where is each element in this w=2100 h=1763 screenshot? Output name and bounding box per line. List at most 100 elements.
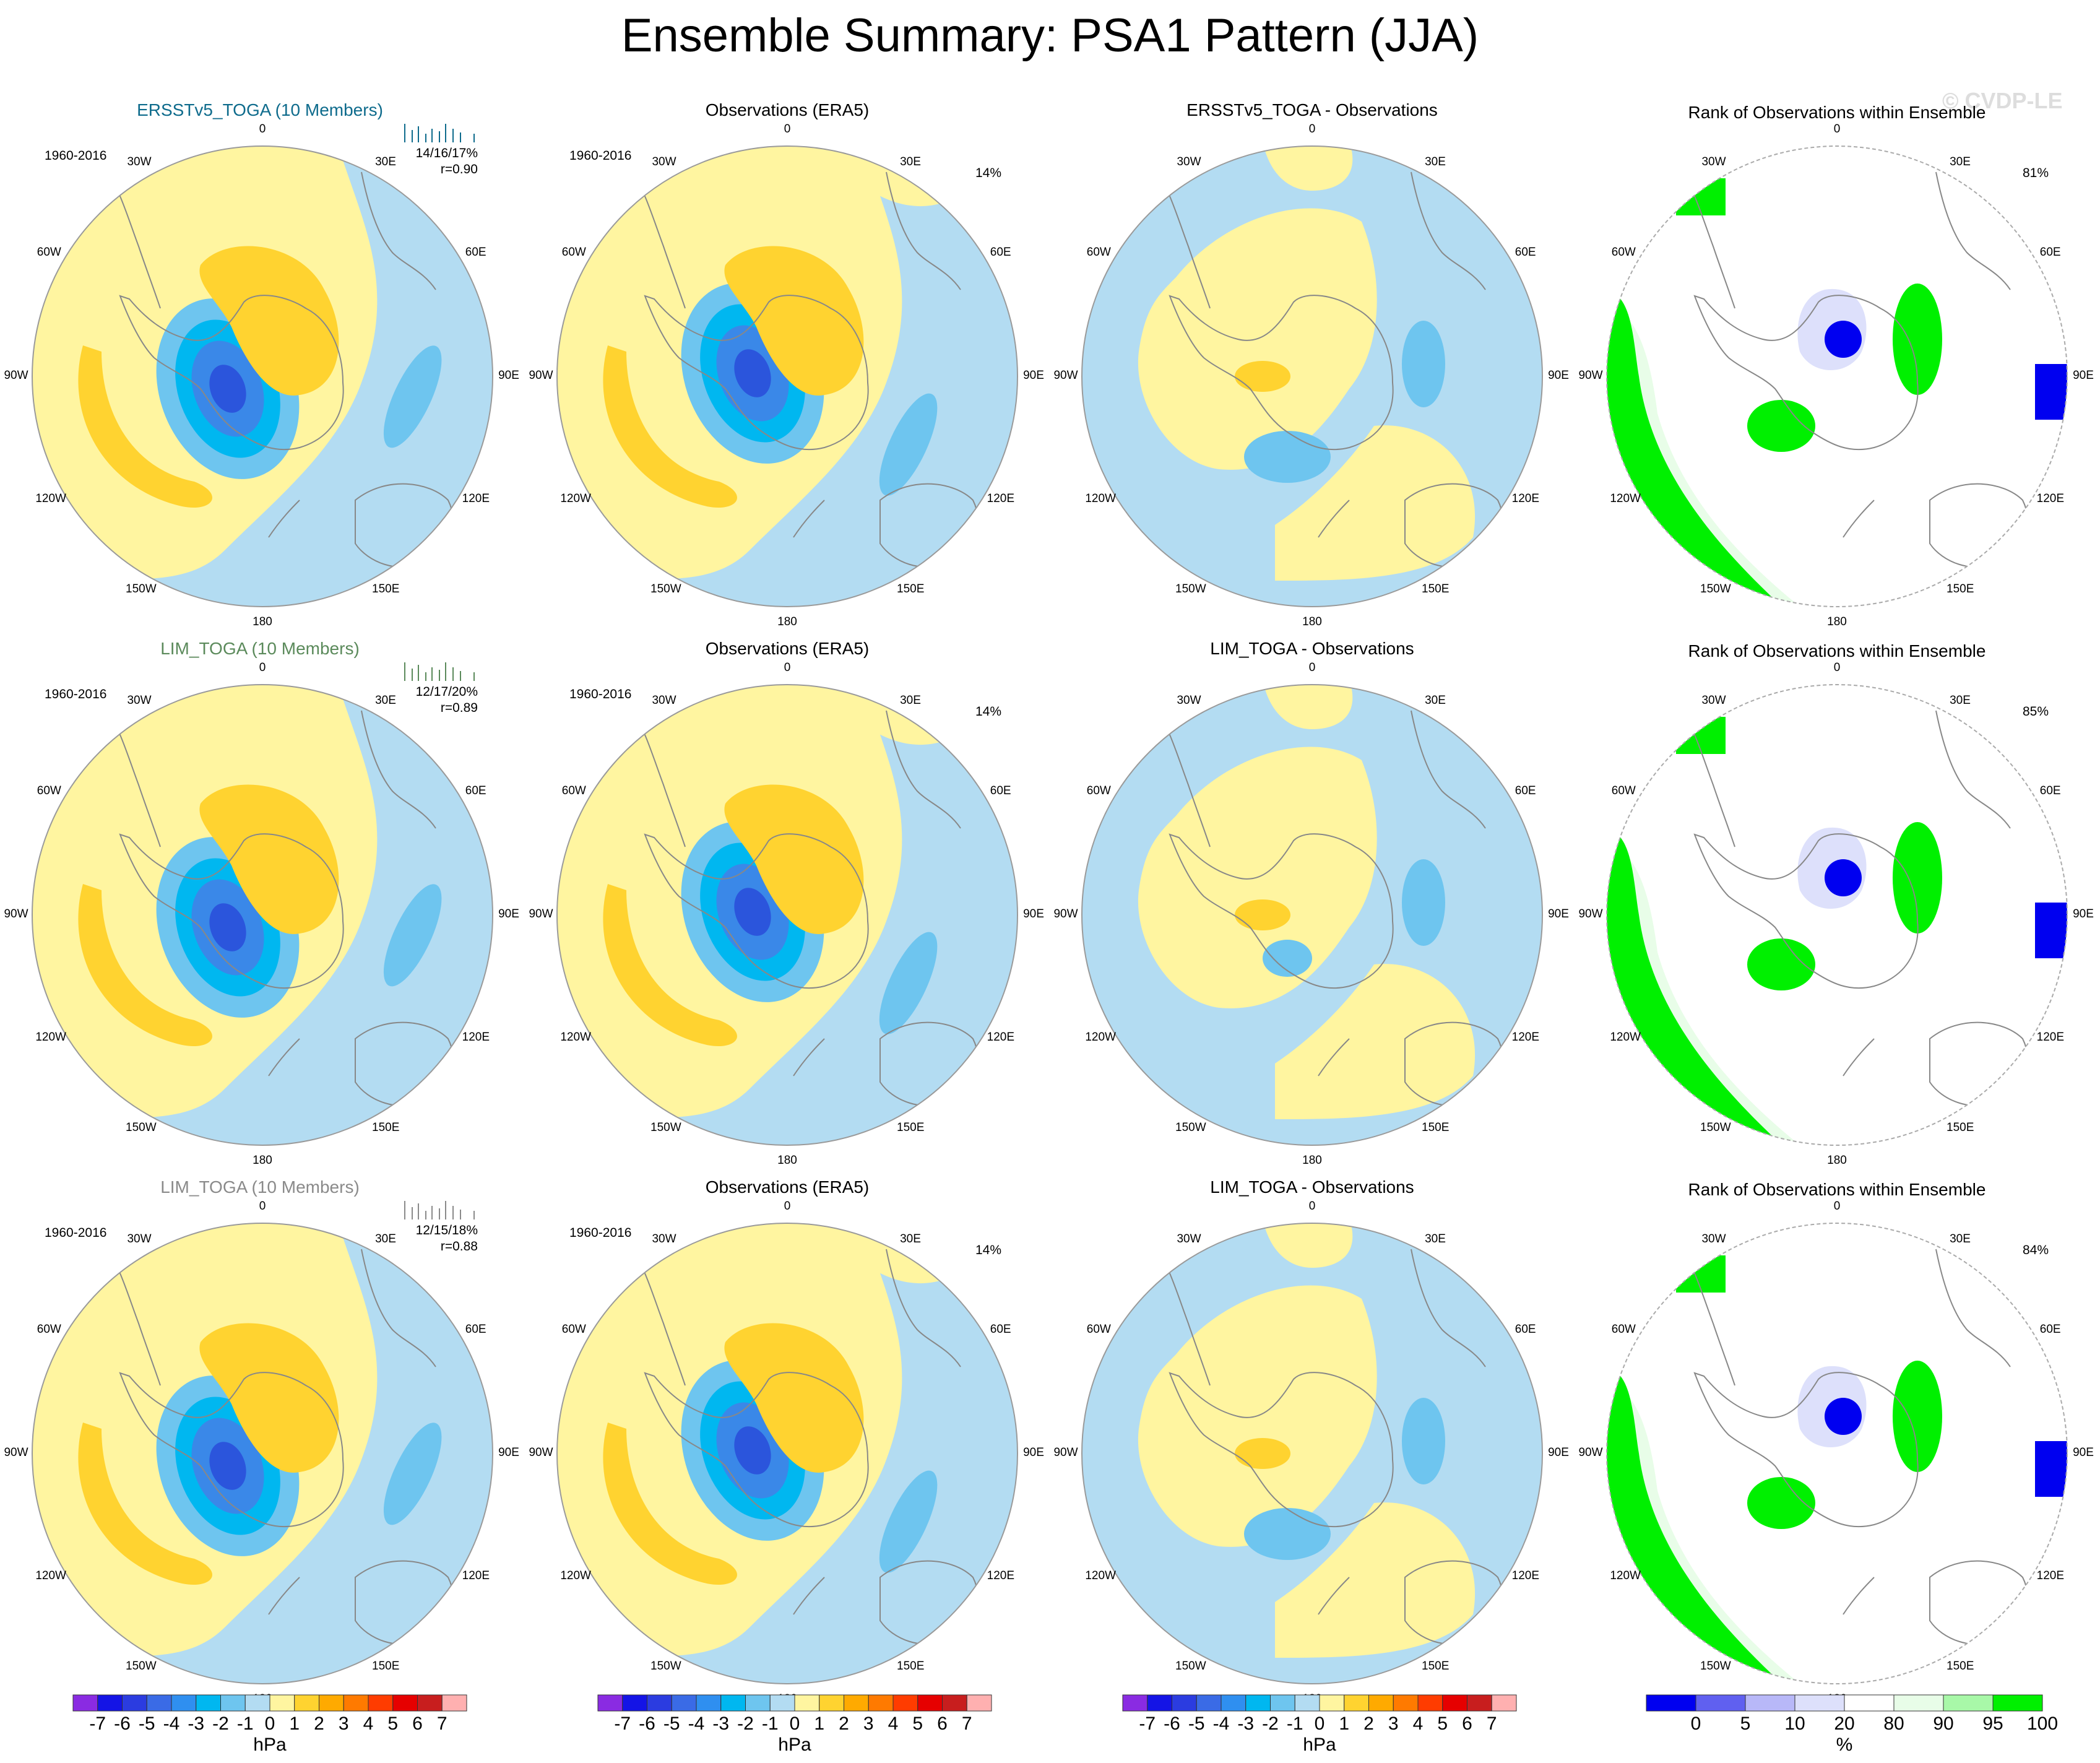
continent-outline [1318, 1038, 1350, 1076]
colorbar-swatch [1893, 1694, 1944, 1712]
longitude-label: 0 [784, 661, 791, 674]
longitude-label: 60E [2039, 1323, 2061, 1336]
longitude-label: 120W [1085, 492, 1116, 505]
longitude-label: 120E [987, 1031, 1015, 1044]
longitude-label: 180 [253, 1154, 272, 1167]
longitude-label: 150W [1175, 582, 1206, 596]
longitude-label: 120E [462, 1031, 490, 1044]
colorbar-swatch [122, 1694, 147, 1712]
longitude-label: 150E [1947, 1659, 1974, 1673]
map-border [556, 145, 1018, 607]
longitude-label: 180 [1827, 1154, 1847, 1167]
colorbar-tick-label: -6 [1164, 1713, 1180, 1734]
colorbar-tick-label: -2 [212, 1713, 229, 1734]
longitude-label: 120W [1085, 1569, 1116, 1582]
longitude-label: 60E [990, 246, 1011, 259]
continent-outline [361, 1249, 436, 1367]
panel-rank: 0 30E 60E 90E 120E 150E 180 150W 120W 90W 60W 30W Ra… [1575, 539, 2099, 1167]
longitude-label: 120W [35, 1569, 66, 1582]
negative-anomaly-east [879, 393, 938, 496]
positive-core [724, 1323, 864, 1473]
panel-title: Observations (ERA5) [705, 639, 870, 658]
negative-core-4 [209, 1442, 246, 1490]
longitude-label: 30E [375, 694, 396, 708]
longitude-label: 150E [372, 1659, 400, 1673]
continent-outline [793, 1577, 825, 1615]
colorbar-tick-label: 0 [264, 1713, 275, 1734]
variance-pct: 14% [975, 166, 1002, 180]
stat-correlation: r=0.88 [440, 1239, 478, 1254]
longitude-label: 60W [1086, 1323, 1111, 1336]
antarctica-outline [1693, 1372, 1919, 1528]
longitude-label: 30E [1425, 1232, 1446, 1246]
continent-outline [1411, 710, 1486, 829]
colorbar-tick-label: -7 [89, 1713, 106, 1734]
colorbar-swatches [1646, 1694, 2043, 1712]
map-border [32, 145, 493, 607]
map-border [556, 1223, 1018, 1684]
colorbar-swatch [417, 1694, 443, 1712]
longitude-label: 120W [35, 492, 66, 505]
continent-outline [886, 171, 961, 290]
antarctica-outline [1169, 295, 1394, 451]
variance-pct: 14% [975, 1243, 1002, 1257]
continent-outline [1318, 1577, 1350, 1615]
colorbar-swatch [1245, 1694, 1271, 1712]
map-field [1082, 146, 1542, 607]
longitude-label: 90E [2073, 907, 2094, 920]
colorbar-tick-label: 3 [338, 1713, 349, 1734]
continent-outline [886, 1249, 961, 1367]
positive-core [199, 784, 339, 934]
longitude-label: 90E [498, 1446, 519, 1459]
longitude-label: 120W [560, 1031, 591, 1044]
colorbar-tick-label: -2 [737, 1713, 754, 1734]
longitude-label: 60W [561, 246, 586, 259]
longitude-label: 30E [1425, 694, 1446, 708]
longitude-label: 90W [4, 1446, 28, 1459]
longitude-label: 0 [1308, 661, 1316, 674]
longitude-label: 0 [1833, 661, 1841, 674]
longitude-label: 90W [1578, 1446, 1603, 1459]
continent-outline [886, 710, 961, 829]
colorbar-swatch [244, 1694, 270, 1712]
positive-band [603, 345, 737, 508]
positive-core [199, 1323, 339, 1473]
polar-map [1081, 1223, 1543, 1684]
colorbar-tick-label: -1 [761, 1713, 779, 1734]
continent-outline [268, 500, 300, 538]
longitude-label: 120E [2036, 1569, 2065, 1582]
panel-obs: 0 30E 60E 90E 120E 150E 180 150W 120W 90W 60W 30W Ob… [525, 1077, 1050, 1705]
positive-anomaly-region [1275, 964, 1476, 1119]
longitude-label: 30E [1425, 155, 1446, 169]
continent-outline [1935, 171, 2011, 290]
colorbar-swatch [966, 1694, 992, 1712]
longitude-label: 120W [1610, 1569, 1641, 1582]
colorbar-tick-label: 5 [1740, 1713, 1751, 1734]
colorbar: 0 5 10 20 80 90 95 100% [1646, 1694, 2058, 1763]
longitude-label: 180 [1302, 1154, 1322, 1167]
negative-anomaly-east [383, 345, 442, 448]
colorbar-tick-label: -3 [1237, 1713, 1255, 1734]
longitude-label: 90E [1548, 369, 1569, 382]
longitude-label: 0 [1308, 1200, 1316, 1213]
antarctica-outline [1169, 1372, 1394, 1528]
longitude-label: 150W [1700, 1120, 1731, 1134]
longitude-label: 60E [2039, 784, 2061, 797]
antarctica-outline [119, 295, 344, 451]
negative-anomaly-east [1402, 859, 1445, 946]
rank-region-bottom [2035, 364, 2067, 420]
colorbar-tick-label: -6 [639, 1713, 655, 1734]
longitude-label: 0 [784, 1200, 791, 1213]
longitude-label: 60E [990, 784, 1011, 797]
positive-band [78, 884, 212, 1046]
antarctica-outline [1693, 833, 1919, 989]
longitude-label: 120W [560, 1569, 591, 1582]
longitude-label: 150W [650, 1659, 681, 1673]
antarctica-outline [119, 833, 344, 989]
panel-diff: 0 30E 60E 90E 120E 150E 180 150W 120W 90W 60W 30W ER… [1050, 0, 1575, 628]
member-ticks [404, 662, 475, 681]
longitude-label: 90E [498, 369, 519, 382]
colorbar-tick-label: 2 [314, 1713, 324, 1734]
longitude-label: 150W [1175, 1120, 1206, 1134]
continent-outline [1935, 710, 2011, 829]
